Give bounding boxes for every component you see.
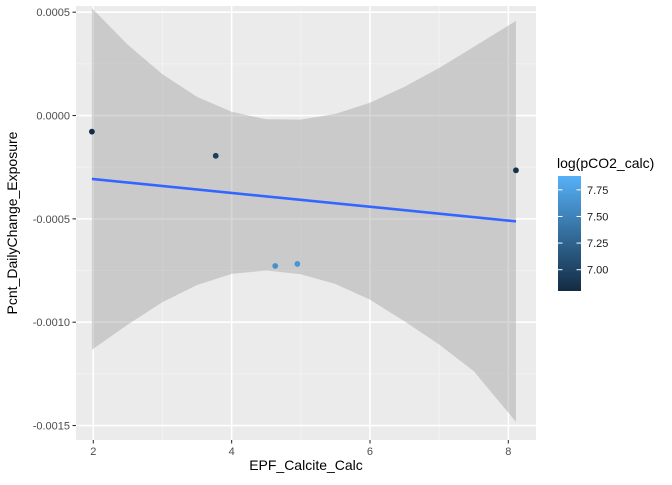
data-point [513,167,519,174]
legend-break-label: 7.00 [587,265,608,277]
legend: log(pCO2_calc) 7.75 7.50 7.25 7.00 [557,155,654,291]
y-tick-label: -0.0010 [33,317,70,329]
legend-break-label: 7.50 [587,211,608,223]
data-point [272,263,279,269]
x-tick-label: 2 [90,446,96,458]
x-axis-title: EPF_Calcite_Calc [249,457,363,473]
legend-break-label: 7.25 [587,238,608,250]
data-points [89,128,519,269]
plot-panel [76,6,536,440]
legend-title: log(pCO2_calc) [557,155,654,171]
trend-line-path [91,177,517,223]
x-tick-label: 8 [505,446,511,458]
x-tick-label: 6 [367,446,373,458]
data-point [89,128,95,135]
grid-major [76,6,536,440]
grid-minor [76,6,536,440]
y-axis-title: Pcnt_DailyChange_Exposure [4,131,20,314]
legend-colorbar [558,176,581,291]
y-tick-label: -0.0015 [33,421,70,433]
y-tick-label: 0.0005 [36,7,70,19]
data-point [294,261,301,267]
data-point [212,152,219,159]
legend-break-label: 7.75 [587,185,608,197]
trend-line [91,177,517,223]
y-axis-ticks: 0.0005 0.0000 -0.0005 -0.0010 -0.0015 [33,7,76,433]
y-tick-label: -0.0005 [33,214,70,226]
x-tick-label: 4 [229,446,235,458]
x-axis-ticks: 2 4 6 8 [90,440,511,458]
legend-breaks: 7.75 7.50 7.25 7.00 [558,185,608,277]
confidence-band-area [91,8,516,422]
confidence-band [91,8,516,422]
y-tick-label: 0.0000 [36,111,70,123]
